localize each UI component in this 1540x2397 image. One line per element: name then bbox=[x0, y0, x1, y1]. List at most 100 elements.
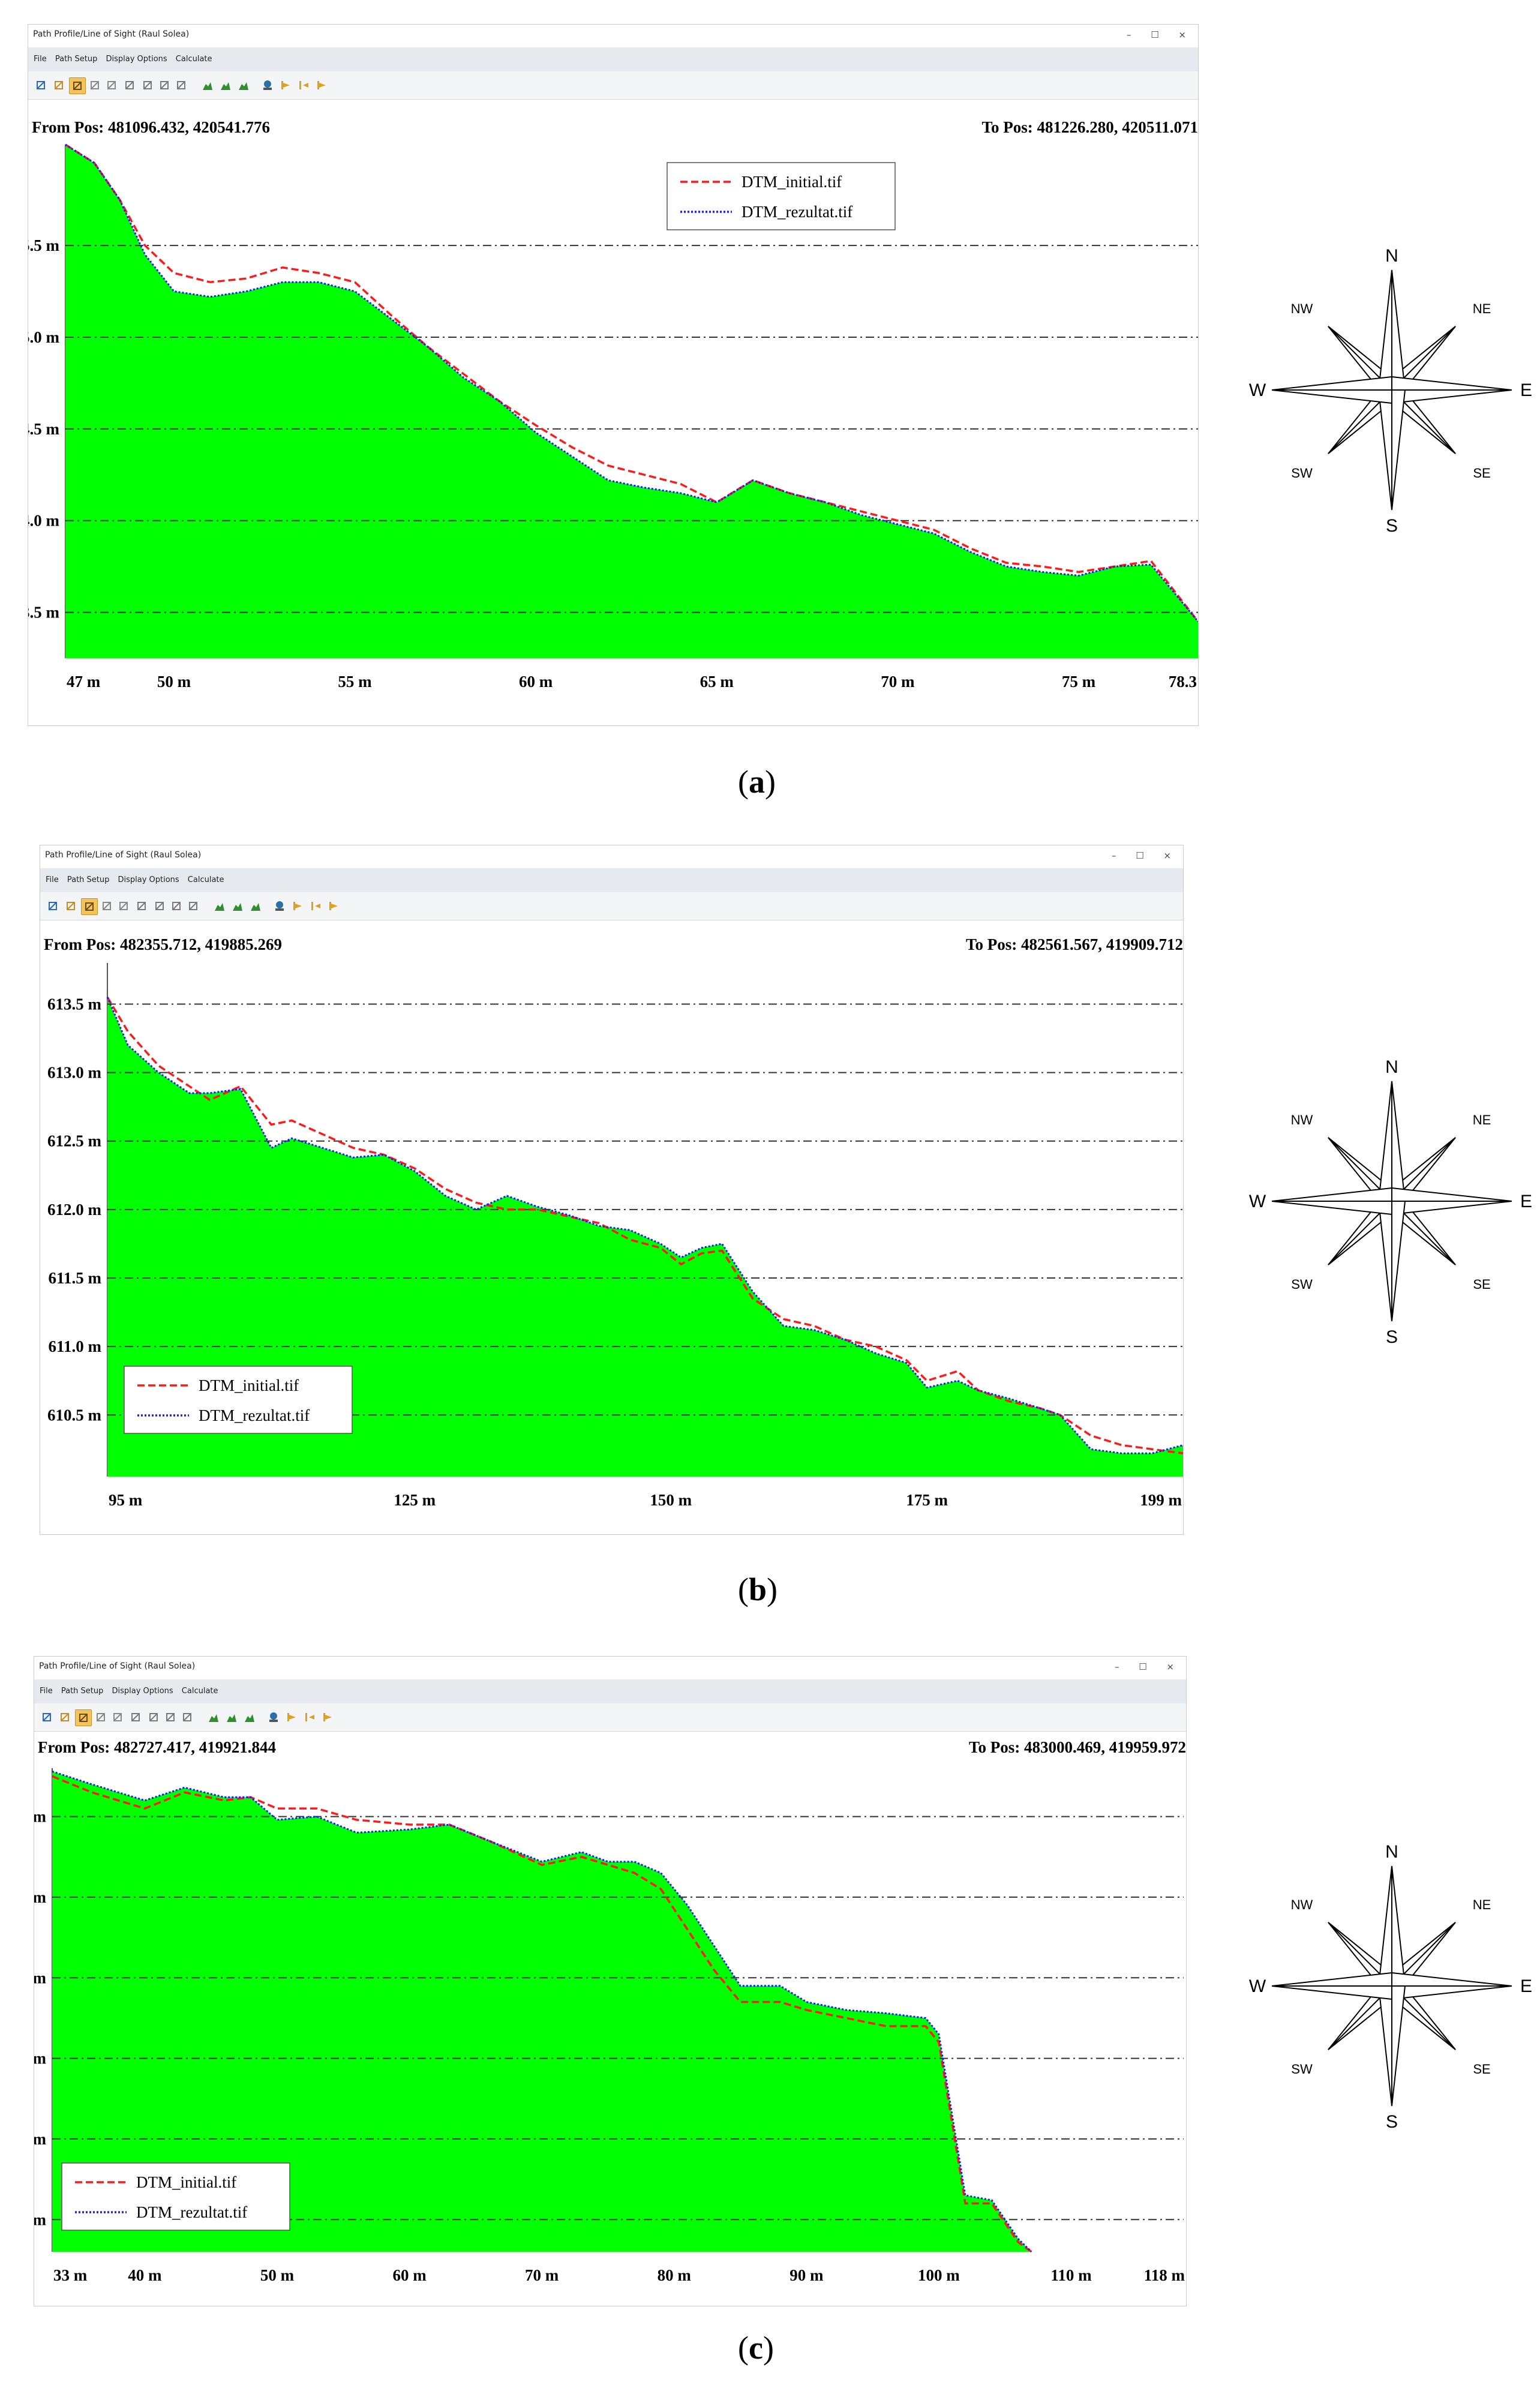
pencil-edit-icon[interactable] bbox=[75, 1709, 92, 1726]
menu-file[interactable]: File bbox=[34, 55, 47, 64]
x-tick-label: 175 m bbox=[906, 1491, 948, 1509]
legend: DTM_initial.tif DTM_rezultat.tif bbox=[124, 1366, 353, 1434]
terrain-fill-icon[interactable] bbox=[230, 898, 245, 914]
measure-icon[interactable] bbox=[128, 1709, 143, 1725]
line-of-sight-icon[interactable] bbox=[45, 898, 61, 914]
toolbar bbox=[34, 1703, 1186, 1732]
series-line-initial bbox=[52, 1775, 1032, 2253]
terrain-profile-icon[interactable] bbox=[206, 1709, 221, 1725]
compass-label-s: S bbox=[1386, 516, 1398, 534]
menu-bar: File Path Setup Display Options Calculat… bbox=[34, 1679, 1186, 1703]
observer-icon[interactable] bbox=[260, 77, 275, 93]
x-tick-label: 100 m bbox=[918, 2266, 960, 2284]
legend-box bbox=[61, 2162, 290, 2231]
compass-label-nw: NW bbox=[1291, 1112, 1313, 1127]
flag-icon[interactable] bbox=[284, 1709, 299, 1725]
menu-display-options[interactable]: Display Options bbox=[112, 1687, 173, 1696]
measure-line-icon[interactable] bbox=[173, 77, 189, 93]
menu-display-options[interactable]: Display Options bbox=[118, 875, 179, 884]
grid-icon[interactable] bbox=[140, 77, 155, 93]
y-tick-label: 693.5 m bbox=[28, 604, 60, 622]
x-tick-label: 40 m bbox=[128, 2266, 162, 2284]
terrain-profile-icon[interactable] bbox=[200, 77, 215, 93]
terrain-edit-icon[interactable] bbox=[242, 1709, 257, 1725]
terrain-fill-icon[interactable] bbox=[218, 77, 233, 93]
profile-chart-a: 693.5 m 694.0 m 694.5 m 695.0 m 695.5 m 47 m 5… bbox=[28, 143, 1198, 691]
observer-icon[interactable] bbox=[272, 898, 287, 914]
menu-path-setup[interactable]: Path Setup bbox=[61, 1687, 104, 1696]
compass-label-s: S bbox=[1386, 2112, 1398, 2130]
observer-icon[interactable] bbox=[266, 1709, 281, 1725]
x-tick-label: 125 m bbox=[394, 1491, 436, 1509]
compass-label-nw: NW bbox=[1291, 301, 1313, 316]
pencil-edit-icon[interactable] bbox=[81, 898, 98, 915]
zoom-icon[interactable] bbox=[116, 898, 131, 914]
terrain-fill-icon[interactable] bbox=[224, 1709, 239, 1725]
select-icon[interactable] bbox=[87, 77, 103, 93]
pointer-icon[interactable] bbox=[163, 1709, 178, 1725]
grid-icon[interactable] bbox=[152, 898, 167, 914]
compass-label-ne: NE bbox=[1473, 1897, 1491, 1912]
line-of-sight-icon[interactable] bbox=[39, 1709, 55, 1725]
menu-calculate[interactable]: Calculate bbox=[181, 1687, 218, 1696]
terrain-edit-icon[interactable] bbox=[248, 898, 263, 914]
hand-pan-icon[interactable] bbox=[57, 1709, 73, 1725]
menu-file[interactable]: File bbox=[40, 1687, 53, 1696]
y-tick-label: 592.5 m bbox=[34, 2130, 47, 2148]
compass-label-e: E bbox=[1520, 1976, 1532, 1996]
measure-line-icon[interactable] bbox=[185, 898, 201, 914]
flag-icon[interactable] bbox=[278, 77, 293, 93]
menu-calculate[interactable]: Calculate bbox=[187, 875, 224, 884]
y-tick-label: 612.0 m bbox=[47, 1201, 102, 1219]
x-tick-label: 118 m bbox=[1144, 2266, 1185, 2284]
profile-chart-c: 592.0 m 592.5 m 593.0 m 593.5 m 594.0 m 594.5… bbox=[34, 1768, 1185, 2284]
series-line-result bbox=[106, 997, 1183, 1454]
menu-calculate[interactable]: Calculate bbox=[175, 55, 212, 64]
zoom-icon[interactable] bbox=[110, 1709, 125, 1725]
hand-pan-icon[interactable] bbox=[51, 77, 67, 93]
arrow-right-icon[interactable] bbox=[326, 898, 341, 914]
pencil-edit-icon[interactable] bbox=[69, 77, 86, 94]
toolbar bbox=[28, 71, 1198, 100]
legend-label: DTM_rezultat.tif bbox=[136, 2203, 247, 2221]
window-controls[interactable]: – ☐ × bbox=[1111, 850, 1179, 861]
zoom-icon[interactable] bbox=[104, 77, 119, 93]
arrow-left-icon[interactable] bbox=[296, 77, 311, 93]
arrow-right-icon[interactable] bbox=[320, 1709, 335, 1725]
terrain-profile-icon[interactable] bbox=[212, 898, 227, 914]
select-icon[interactable] bbox=[93, 1709, 109, 1725]
x-tick-label: 75 m bbox=[1062, 673, 1096, 691]
arrow-left-icon[interactable] bbox=[308, 898, 323, 914]
menu-path-setup[interactable]: Path Setup bbox=[55, 55, 98, 64]
legend: DTM_initial.tif DTM_rezultat.tif bbox=[667, 162, 896, 230]
menu-file[interactable]: File bbox=[46, 875, 59, 884]
compass-label-e: E bbox=[1520, 1192, 1532, 1211]
menu-display-options[interactable]: Display Options bbox=[106, 55, 167, 64]
compass-label-se: SE bbox=[1473, 1277, 1490, 1292]
arrow-left-icon[interactable] bbox=[302, 1709, 317, 1725]
menu-path-setup[interactable]: Path Setup bbox=[67, 875, 110, 884]
line-of-sight-icon[interactable] bbox=[33, 77, 49, 93]
flag-icon[interactable] bbox=[290, 898, 305, 914]
select-icon[interactable] bbox=[99, 898, 115, 914]
window-controls[interactable]: – ☐ × bbox=[1126, 29, 1194, 40]
to-pos-label: To Pos: 481226.280, 420511.071 bbox=[981, 118, 1198, 136]
x-tick-label: 50 m bbox=[260, 2266, 295, 2284]
grid-icon[interactable] bbox=[146, 1709, 161, 1725]
compass-label-sw: SW bbox=[1291, 1277, 1313, 1292]
measure-icon[interactable] bbox=[134, 898, 149, 914]
pointer-icon[interactable] bbox=[169, 898, 184, 914]
hand-pan-icon[interactable] bbox=[63, 898, 79, 914]
measure-line-icon[interactable] bbox=[179, 1709, 195, 1725]
arrow-right-icon[interactable] bbox=[314, 77, 329, 93]
window-controls[interactable]: – ☐ × bbox=[1114, 1661, 1182, 1672]
terrain-edit-icon[interactable] bbox=[236, 77, 251, 93]
measure-icon[interactable] bbox=[122, 77, 137, 93]
legend-label: DTM_initial.tif bbox=[199, 1376, 299, 1394]
compass-label-nw: NW bbox=[1291, 1897, 1313, 1912]
x-tick-label: 60 m bbox=[392, 2266, 427, 2284]
window-title: Path Profile/Line of Sight (Raul Solea) bbox=[33, 29, 190, 39]
pointer-icon[interactable] bbox=[157, 77, 172, 93]
